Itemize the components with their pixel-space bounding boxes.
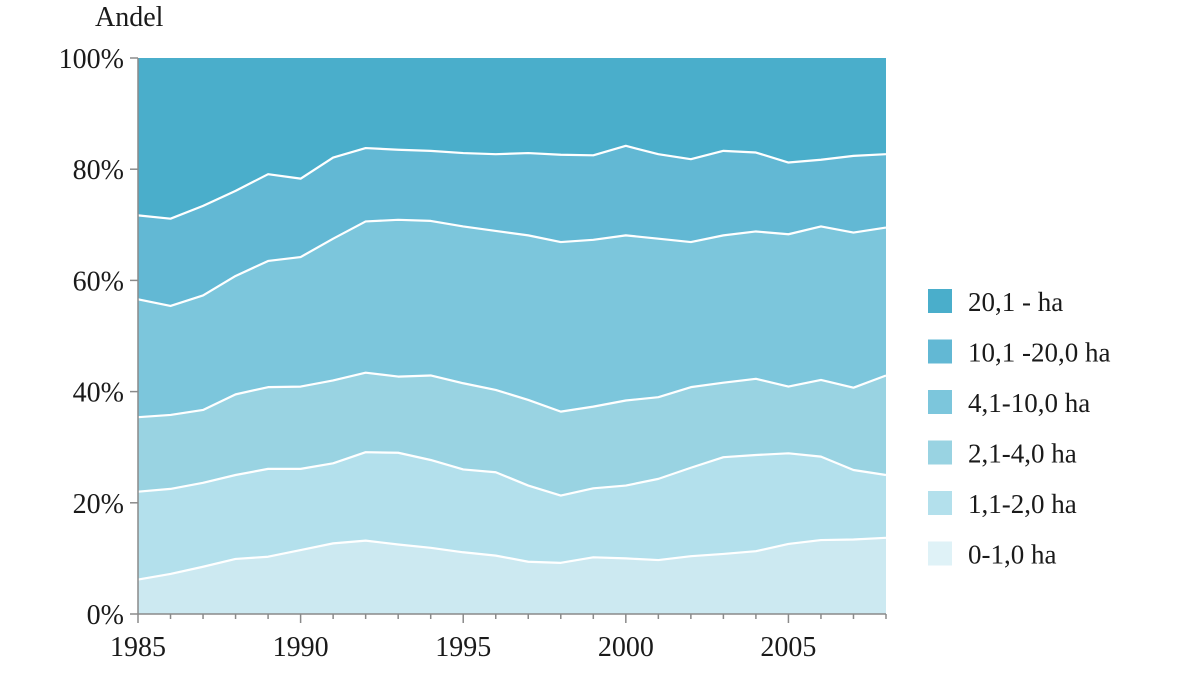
area-layers <box>138 58 886 614</box>
legend-label: 4,1-10,0 ha <box>968 388 1090 418</box>
legend-label: 2,1-4,0 ha <box>968 439 1077 469</box>
legend-label: 20,1 - ha <box>968 287 1063 317</box>
area-20-1-ha <box>138 58 886 219</box>
legend: 20,1 - ha 10,1 -20,0 ha 4,1-10,0 ha 2,1-4,0… <box>928 287 1110 570</box>
legend-label: 10,1 -20,0 ha <box>968 338 1110 368</box>
area-10-1-20-0-ha <box>138 145 886 306</box>
y-tick-label: 60% <box>73 266 124 297</box>
axes <box>130 57 887 623</box>
area-0-1-0-ha <box>138 537 886 614</box>
y-tick-label: 80% <box>73 155 124 186</box>
x-tick-label: 1990 <box>273 632 329 663</box>
series-boundary-line <box>137 536 887 581</box>
boundary-lines <box>137 144 887 581</box>
legend-swatch <box>928 339 952 364</box>
legend-label: 0-1,0 ha <box>968 540 1056 570</box>
tick-labels: 0% 20% 40% 60% 80% 100% 1985 1990 1995 2000 2005 <box>59 44 817 663</box>
legend-swatch <box>928 440 952 465</box>
x-tick-label: 1985 <box>110 632 166 663</box>
area-4-1-10-0-ha <box>138 219 886 418</box>
y-tick-label: 100% <box>59 44 124 75</box>
series-boundary-line <box>137 144 887 220</box>
x-tick-label: 2005 <box>760 632 816 663</box>
series-boundary-line <box>137 218 887 308</box>
series-boundary-line <box>137 371 887 419</box>
y-axis-label: Andel <box>95 2 164 33</box>
y-tick-label: 40% <box>73 378 124 409</box>
legend-swatch <box>928 390 952 414</box>
area-1-1-2-0-ha <box>138 452 886 580</box>
legend-swatch <box>928 491 952 515</box>
x-tick-label: 2000 <box>598 632 654 663</box>
legend-swatch <box>928 541 952 566</box>
x-tick-label: 1995 <box>435 632 491 663</box>
legend-label: 1,1-2,0 ha <box>968 489 1077 519</box>
series-boundary-line <box>137 451 887 497</box>
y-tick-label: 0% <box>87 600 124 631</box>
legend-swatch <box>928 289 952 313</box>
y-tick-label: 20% <box>73 489 124 520</box>
